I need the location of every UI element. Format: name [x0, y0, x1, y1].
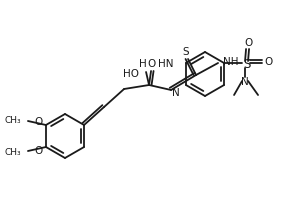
Text: N: N	[241, 77, 249, 86]
Text: O: O	[264, 57, 272, 67]
Text: CH₃: CH₃	[4, 148, 21, 157]
Text: N: N	[172, 88, 180, 98]
Text: H: H	[139, 59, 147, 69]
Text: S: S	[183, 47, 189, 57]
Text: HO: HO	[123, 69, 139, 79]
Text: HN: HN	[158, 59, 174, 69]
Text: CH₃: CH₃	[4, 116, 21, 125]
Text: O: O	[35, 145, 43, 155]
Text: O: O	[35, 117, 43, 127]
Text: O: O	[147, 59, 155, 69]
Text: S: S	[243, 57, 251, 70]
Text: NH: NH	[223, 57, 239, 67]
Text: O: O	[244, 38, 252, 48]
